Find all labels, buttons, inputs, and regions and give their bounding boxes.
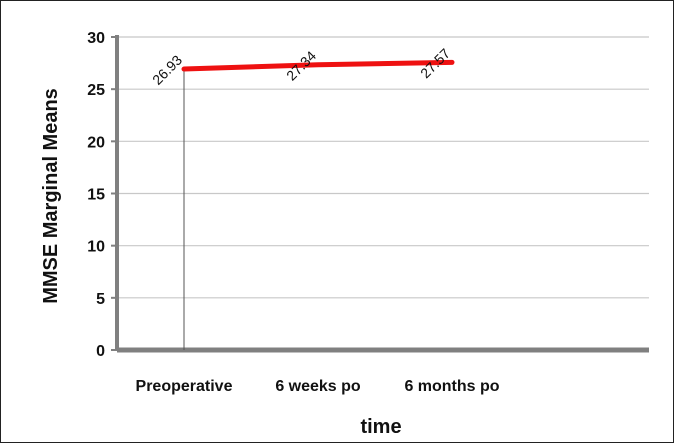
y-tick-label: 25	[87, 82, 105, 99]
y-tick-label: 20	[87, 134, 105, 151]
y-tick-label: 30	[87, 30, 105, 47]
y-tick-label: 15	[87, 187, 105, 204]
axes	[115, 35, 649, 353]
data-label: 26.93	[149, 52, 185, 88]
y-tick-label: 10	[87, 239, 105, 256]
y-axis-title: MMSE Marginal Means	[40, 88, 62, 304]
x-axis-title: time	[360, 416, 401, 438]
gridlines	[117, 36, 649, 299]
series-lines	[181, 59, 455, 72]
x-axis-categories: Preoperative 6 weeks po 6 months po	[136, 378, 500, 395]
y-axis-ticks: 0 5 10 15 20 25 30	[87, 30, 117, 360]
y-tick-label: 5	[96, 291, 105, 308]
x-category-label: 6 weeks po	[275, 378, 361, 395]
x-category-label: Preoperative	[136, 378, 233, 395]
series-line	[181, 59, 455, 72]
y-tick-label: 0	[96, 343, 105, 360]
x-category-label: 6 months po	[404, 378, 499, 395]
